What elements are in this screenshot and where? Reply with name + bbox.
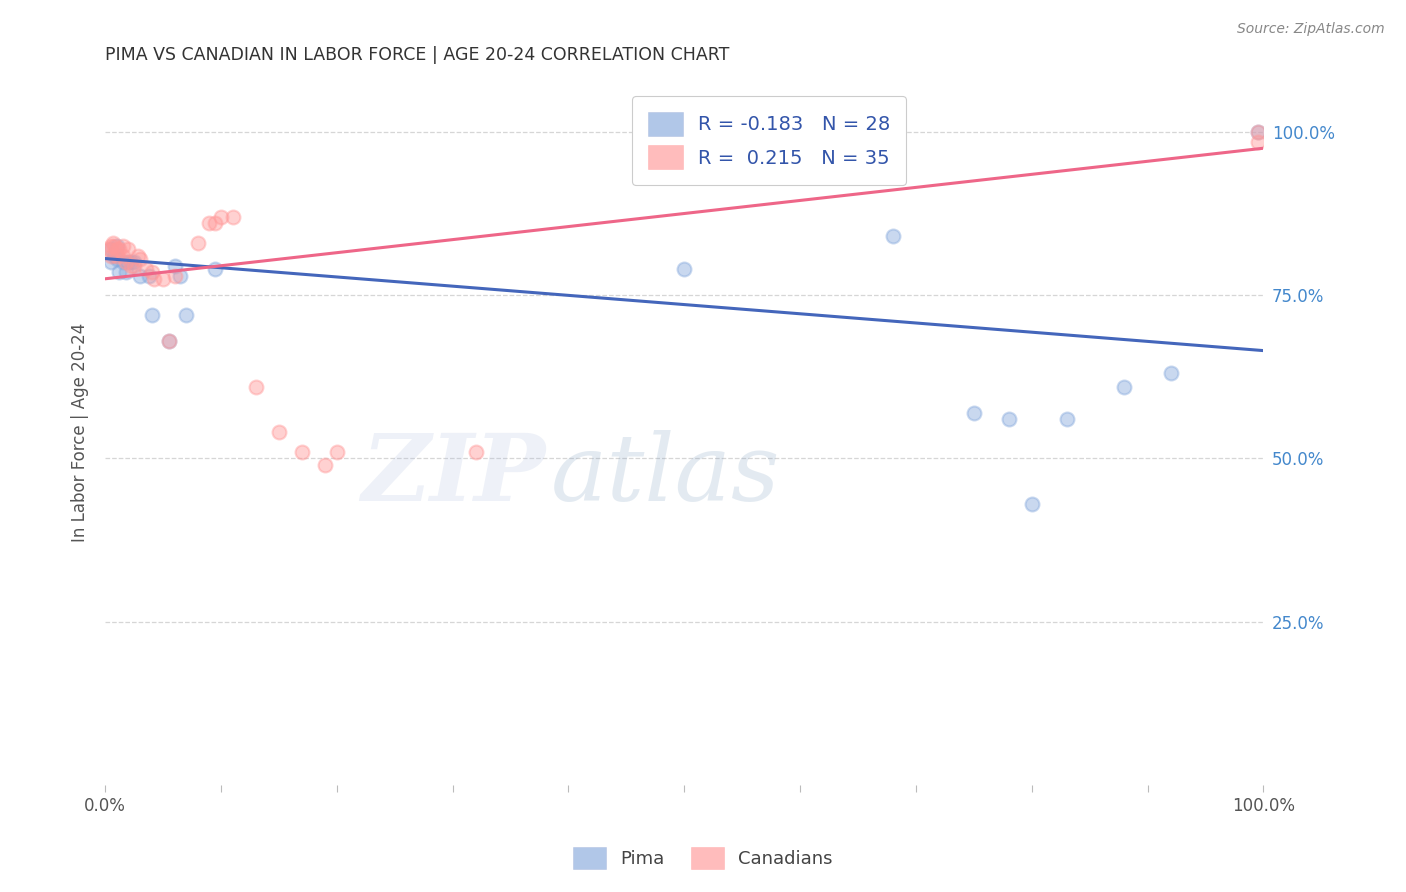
Point bbox=[100, 239, 122, 253]
Point bbox=[464, 444, 486, 458]
Point bbox=[1114, 379, 1136, 393]
Point bbox=[111, 255, 134, 269]
Point bbox=[117, 243, 139, 257]
Point bbox=[291, 444, 314, 458]
Point bbox=[1056, 412, 1078, 426]
Point bbox=[1246, 125, 1268, 139]
Point bbox=[326, 444, 349, 458]
Point bbox=[204, 262, 226, 277]
Point bbox=[108, 265, 131, 279]
Point bbox=[1246, 135, 1268, 149]
Point bbox=[115, 265, 138, 279]
Point bbox=[105, 252, 128, 267]
Point bbox=[105, 249, 128, 263]
Point bbox=[97, 243, 120, 257]
Point bbox=[204, 216, 226, 230]
Point bbox=[997, 412, 1019, 426]
Point bbox=[142, 272, 165, 286]
Point bbox=[163, 259, 186, 273]
Point bbox=[100, 249, 122, 263]
Point bbox=[122, 259, 145, 273]
Point bbox=[1246, 125, 1268, 139]
Point bbox=[129, 252, 152, 267]
Point bbox=[152, 272, 174, 286]
Point bbox=[141, 308, 163, 322]
Point bbox=[245, 379, 267, 393]
Point bbox=[157, 334, 180, 348]
Point bbox=[135, 262, 157, 277]
Text: Source: ZipAtlas.com: Source: ZipAtlas.com bbox=[1237, 22, 1385, 37]
Point bbox=[267, 425, 290, 440]
Point bbox=[111, 239, 134, 253]
Point bbox=[174, 308, 197, 322]
Point bbox=[141, 265, 163, 279]
Point bbox=[157, 334, 180, 348]
Point bbox=[120, 255, 142, 269]
Point bbox=[673, 262, 696, 277]
Point bbox=[103, 235, 125, 250]
Point bbox=[115, 255, 138, 269]
Point bbox=[314, 458, 336, 472]
Point bbox=[105, 239, 128, 253]
Legend: R = -0.183   N = 28, R =  0.215   N = 35: R = -0.183 N = 28, R = 0.215 N = 35 bbox=[633, 96, 907, 185]
Point bbox=[129, 268, 152, 283]
Point bbox=[105, 243, 128, 257]
Point bbox=[122, 255, 145, 269]
Point bbox=[882, 229, 904, 244]
Point bbox=[100, 243, 122, 257]
Point bbox=[963, 406, 986, 420]
Point bbox=[221, 210, 243, 224]
Y-axis label: In Labor Force | Age 20-24: In Labor Force | Age 20-24 bbox=[72, 323, 89, 541]
Point bbox=[163, 268, 186, 283]
Text: PIMA VS CANADIAN IN LABOR FORCE | AGE 20-24 CORRELATION CHART: PIMA VS CANADIAN IN LABOR FORCE | AGE 20… bbox=[105, 46, 730, 64]
Text: atlas: atlas bbox=[551, 430, 780, 519]
Point bbox=[1160, 367, 1182, 381]
Point bbox=[209, 210, 232, 224]
Point bbox=[1021, 497, 1043, 511]
Point bbox=[111, 249, 134, 263]
Text: ZIP: ZIP bbox=[361, 430, 546, 519]
Point bbox=[100, 255, 122, 269]
Point bbox=[169, 268, 191, 283]
Point bbox=[138, 268, 160, 283]
Point bbox=[187, 235, 209, 250]
Point bbox=[108, 243, 131, 257]
Point bbox=[198, 216, 221, 230]
Point bbox=[103, 239, 125, 253]
Point bbox=[103, 249, 125, 263]
Legend: Pima, Canadians: Pima, Canadians bbox=[567, 839, 839, 876]
Point bbox=[127, 249, 149, 263]
Point bbox=[120, 259, 142, 273]
Point bbox=[117, 255, 139, 269]
